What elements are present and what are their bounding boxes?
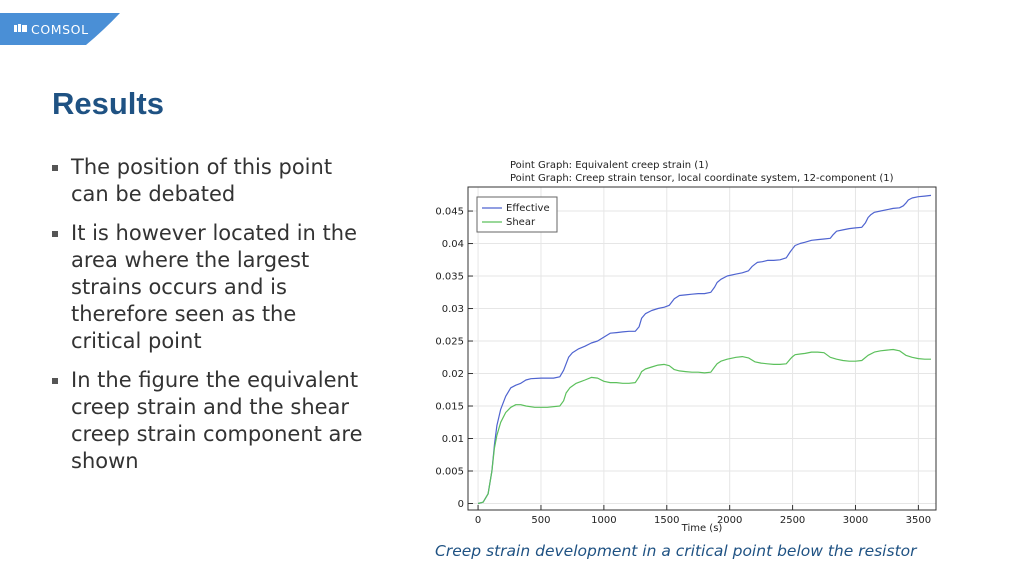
bullet-icon xyxy=(52,231,58,237)
plot-frame xyxy=(467,186,937,511)
x-tick-label: 1500 xyxy=(654,515,679,526)
x-axis-label: Time (s) xyxy=(681,523,723,534)
logo-text: COMSOL xyxy=(31,22,89,37)
logo-tab-shape xyxy=(0,13,120,45)
bullet-list: The position of this point can be debate… xyxy=(52,154,372,487)
comsol-logo: COMSOL xyxy=(0,0,124,45)
chart-legend: Effective Shear xyxy=(476,196,558,233)
legend-box xyxy=(476,196,558,233)
y-tick-label: 0.01 xyxy=(442,434,464,445)
x-tick-label: 1000 xyxy=(591,515,616,526)
y-tick-label: 0.02 xyxy=(442,369,464,380)
legend-label-shear: Shear xyxy=(506,217,536,228)
bullet-text: It is however located in the area where … xyxy=(71,221,358,353)
series-lines xyxy=(477,194,932,505)
y-tick-label: 0.005 xyxy=(435,467,464,478)
chart-title: Point Graph: Equivalent creep strain (1) xyxy=(510,160,709,171)
y-tick-label: 0.025 xyxy=(435,337,464,348)
bullet-icon xyxy=(52,378,58,384)
bullet-icon xyxy=(52,165,58,171)
grid-lines xyxy=(468,187,936,510)
figure-caption: Creep strain development in a critical p… xyxy=(435,542,917,560)
series-line-effective xyxy=(477,194,932,505)
y-tick-label: 0.04 xyxy=(442,239,464,250)
bullet-text: The position of this point can be debate… xyxy=(71,155,333,206)
x-tick-label: 3000 xyxy=(843,515,868,526)
x-tick-label: 3500 xyxy=(906,515,931,526)
bullet-item: In the figure the equivalent creep strai… xyxy=(52,367,372,475)
x-tick-label: 2000 xyxy=(717,515,742,526)
y-tick-label: 0.035 xyxy=(435,272,464,283)
page-title: Results xyxy=(52,86,164,121)
bullet-item: The position of this point can be debate… xyxy=(52,154,372,208)
creep-strain-chart: Point Graph: Equivalent creep strain (1)… xyxy=(435,160,937,534)
y-tick-label: 0.045 xyxy=(435,207,464,218)
chart-subtitle: Point Graph: Creep strain tensor, local … xyxy=(510,173,894,184)
x-tick-label: 0 xyxy=(475,515,481,526)
x-tick-label: 2500 xyxy=(780,515,805,526)
y-tick-label: 0.03 xyxy=(442,304,464,315)
y-tick-label: 0.015 xyxy=(435,402,464,413)
legend-label-effective: Effective xyxy=(506,203,550,214)
axis-ticks: 0 500 1000 1500 2000 2500 3000 3500 0 0.005 0.01 0.… xyxy=(435,207,931,526)
x-tick-label: 500 xyxy=(531,515,550,526)
bullet-item: It is however located in the area where … xyxy=(52,220,372,355)
bullet-text: In the figure the equivalent creep strai… xyxy=(71,368,363,473)
series-line-shear xyxy=(477,348,931,505)
y-tick-label: 0 xyxy=(458,499,464,510)
